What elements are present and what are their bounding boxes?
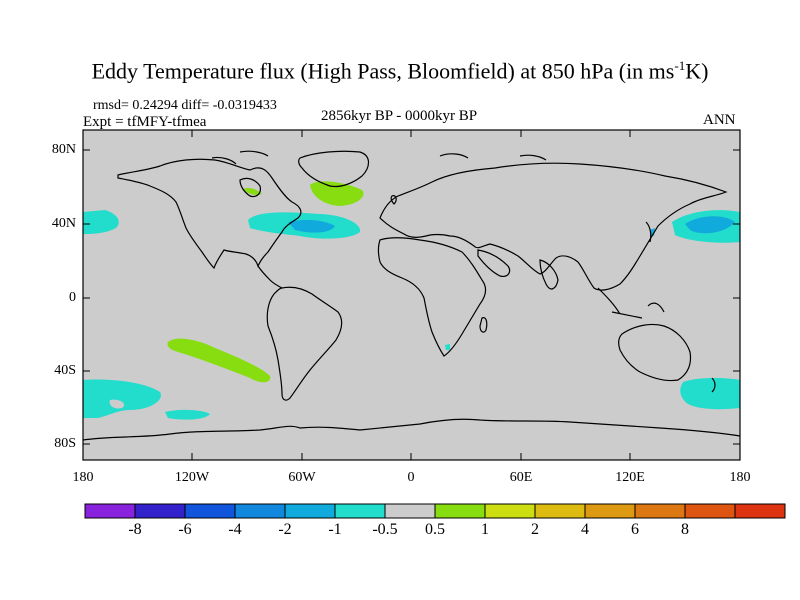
colorbar-label: -2 <box>278 521 292 538</box>
coast-madagascar <box>479 317 488 333</box>
cyan-patch-southern-pacific-2 <box>165 409 210 420</box>
colorbar-label: 4 <box>581 521 589 538</box>
coast-australia <box>618 323 692 382</box>
lon-label-120w: 120W <box>174 470 210 485</box>
coast-japan <box>645 221 652 243</box>
green-band-south-pacific <box>167 338 271 383</box>
lat-label-80n: 80N <box>51 142 76 157</box>
green-patch-north-atlantic <box>310 181 364 206</box>
coast-malay <box>597 287 621 315</box>
colorbar-swatch <box>534 503 586 519</box>
colorbar-swatch <box>234 503 286 519</box>
coast-arabia <box>477 249 511 277</box>
colorbar-label: -4 <box>228 521 242 538</box>
colorbar-swatch <box>84 503 136 519</box>
green-patch-hudson <box>243 187 262 195</box>
lat-label-40n: 40N <box>51 216 76 231</box>
colorbar-label: -6 <box>178 521 192 538</box>
colorbar-swatch <box>684 503 736 519</box>
experiment-label: Expt = tfMFY-tfmea <box>83 114 207 130</box>
colorbar-label: 1 <box>481 521 489 538</box>
colorbar-swatch <box>584 503 636 519</box>
lon-label-0: 0 <box>407 470 415 485</box>
season-label: ANN <box>703 112 736 128</box>
axis-ticks <box>82 130 741 460</box>
blue-patch-north-atlantic <box>288 219 335 233</box>
stats-text: rmsd= 0.24294 diff= -0.0319433 <box>93 98 277 113</box>
colorbar-label: 6 <box>631 521 639 538</box>
lon-label-180w: 180 <box>72 470 94 485</box>
cyan-patch-pacific-west-edge <box>83 210 119 234</box>
colorbar-label: 8 <box>681 521 689 538</box>
plot-title: Eddy Temperature flux (High Pass, Bloomf… <box>91 58 709 84</box>
lon-label-180e: 180 <box>729 470 751 485</box>
colorbar-label: -0.5 <box>372 521 398 538</box>
anomaly-fill <box>83 181 740 420</box>
coast-indonesia <box>611 302 665 319</box>
colorbar-label: -8 <box>128 521 142 538</box>
colorbar-swatch <box>184 503 236 519</box>
lat-label-0: 0 <box>69 290 76 305</box>
cyan-patch-southern-indian <box>680 378 740 410</box>
colorbar-swatch <box>384 503 436 519</box>
coast-greenland <box>298 150 370 188</box>
colorbar-swatch <box>484 503 536 519</box>
colorbar-swatch <box>334 503 386 519</box>
colorbar-swatch <box>284 503 336 519</box>
lat-label-80s: 80S <box>54 436 76 451</box>
map-background <box>83 130 740 460</box>
coast-central-america <box>257 265 283 289</box>
coast-new-zealand <box>711 377 716 393</box>
coast-antarctica <box>82 418 741 441</box>
colorbar-label: -1 <box>328 521 342 538</box>
cyan-patch-southern-pacific <box>83 379 161 418</box>
colorbar-swatch <box>734 503 786 519</box>
colorbar-label: 0.5 <box>425 521 445 538</box>
coast-eurasia <box>379 162 728 291</box>
coast-north-america <box>117 158 302 270</box>
colorbar <box>84 503 786 519</box>
lat-label-40s: 40S <box>54 363 76 378</box>
gap-southern-pacific <box>109 399 125 409</box>
colorbar-swatch <box>134 503 186 519</box>
period-label: 2856kyr BP - 0000kyr BP <box>321 108 478 124</box>
coast-uk <box>390 195 397 205</box>
colorbar-swatch <box>434 503 486 519</box>
coast-south-america <box>266 286 343 401</box>
lon-label-60w: 60W <box>288 470 316 485</box>
coast-africa <box>377 237 487 357</box>
coastlines <box>82 150 741 441</box>
coast-india <box>539 259 559 290</box>
blue-patch-north-pacific <box>685 216 735 234</box>
lon-label-120e: 120E <box>615 470 645 485</box>
colorbar-label: 2 <box>531 521 539 538</box>
coast-hudson-bay <box>239 177 261 198</box>
colorbar-swatch <box>634 503 686 519</box>
lon-label-60e: 60E <box>509 470 533 485</box>
cyan-patch-south-atlantic <box>445 344 450 350</box>
coast-arctic-islands <box>211 150 547 165</box>
